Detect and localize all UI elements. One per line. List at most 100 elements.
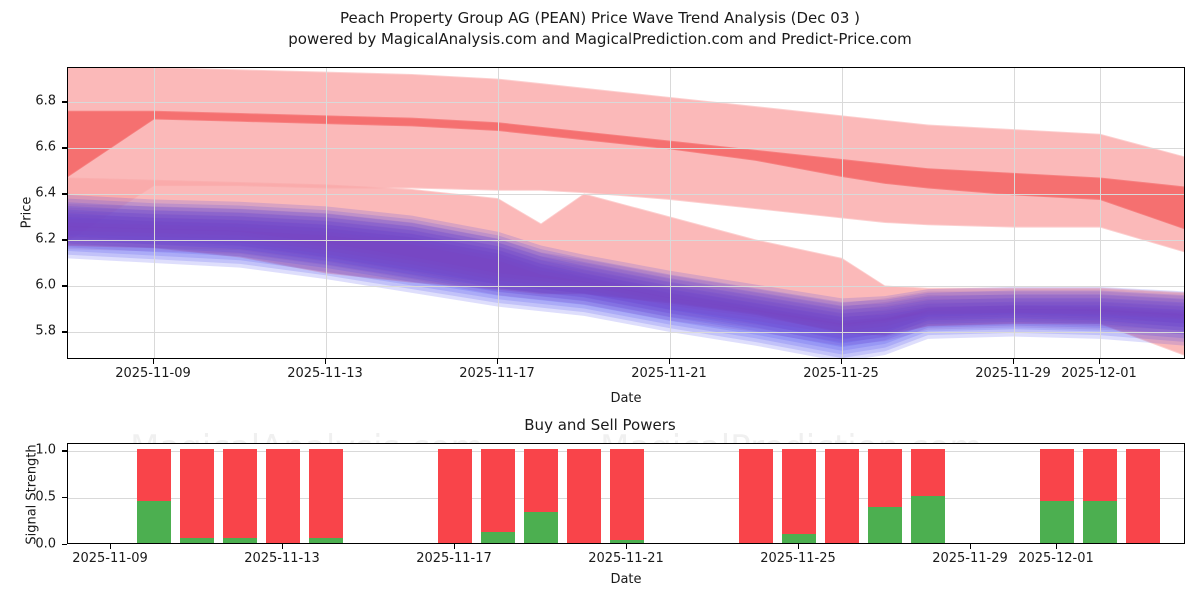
sell-power-segment [782, 449, 816, 534]
sell-power-segment [825, 449, 859, 543]
signal-y-tick-label: 0.0 [35, 536, 56, 552]
price-x-tick-label: 2025-11-21 [631, 366, 707, 381]
buy-power-segment [1083, 500, 1117, 543]
sell-power-segment [911, 449, 945, 497]
signal-bar [137, 449, 171, 543]
wave-band-3 [68, 213, 1184, 344]
sell-power-segment [481, 449, 515, 532]
price-x-tick-label: 2025-11-17 [459, 366, 535, 381]
gridline [498, 68, 499, 358]
buy-power-segment [868, 507, 902, 543]
gridline [68, 148, 1184, 150]
tick-mark [1056, 544, 1058, 549]
sell-power-segment [1083, 449, 1117, 501]
gridline [1014, 68, 1015, 358]
sell-power-segment [868, 449, 902, 508]
signal-y-tick-label: 1.0 [35, 442, 56, 458]
buy-power-segment [1040, 500, 1074, 543]
tick-mark [153, 359, 155, 364]
price-chart-plot-area [67, 67, 1185, 359]
signal-x-tick-label: 2025-11-25 [760, 551, 836, 566]
wave-band-2 [68, 177, 1184, 356]
gridline [154, 68, 155, 358]
price-y-tick-label: 6.2 [35, 231, 56, 247]
tick-mark [669, 359, 671, 364]
buy-power-segment [481, 531, 515, 543]
signal-x-tick-label: 2025-11-21 [588, 551, 664, 566]
signal-x-tick-label: 2025-11-17 [416, 551, 492, 566]
tick-mark [798, 544, 800, 549]
signal-chart-plot-area [67, 443, 1185, 544]
signal-bar [911, 449, 945, 543]
signal-bar [825, 449, 859, 543]
signal-x-tick-label: 2025-11-29 [932, 551, 1008, 566]
sell-power-segment [223, 449, 257, 539]
tick-mark [1099, 359, 1101, 364]
signal-chart-title: Buy and Sell Powers [524, 416, 676, 434]
buy-power-segment [524, 512, 558, 543]
signal-bar [481, 449, 515, 543]
wave-band-0 [68, 68, 1184, 253]
buy-power-segment [911, 496, 945, 543]
sell-power-segment [524, 449, 558, 513]
signal-bar [1040, 449, 1074, 543]
tick-mark [62, 450, 67, 452]
tick-mark [970, 544, 972, 549]
tick-mark [110, 544, 112, 549]
buy-power-segment [137, 500, 171, 543]
gridline [68, 240, 1184, 242]
signal-bar [567, 449, 601, 543]
gridline [68, 286, 1184, 288]
buy-power-segment [610, 540, 644, 543]
buy-power-segment [180, 538, 214, 543]
sell-power-segment [438, 449, 472, 543]
signal-bar [223, 449, 257, 543]
gridline [326, 68, 327, 358]
title-line-2: powered by MagicalAnalysis.com and Magic… [288, 30, 912, 48]
sell-power-segment [309, 449, 343, 539]
gridline [68, 194, 1184, 196]
price-x-tick-label: 2025-11-29 [975, 366, 1051, 381]
price-y-tick-label: 6.4 [35, 185, 56, 201]
signal-bar [180, 449, 214, 543]
wave-band-3 [68, 198, 1184, 358]
price-y-axis-label: Price [19, 196, 35, 229]
signal-x-tick-label: 2025-12-01 [1018, 551, 1094, 566]
price-y-tick-label: 6.6 [35, 139, 56, 155]
wave-band-4 [68, 218, 1184, 332]
signal-bar [1126, 449, 1160, 543]
signal-bar [739, 449, 773, 543]
gridline [68, 102, 1184, 104]
signal-bar [309, 449, 343, 543]
wave-band-4 [68, 204, 1184, 346]
tick-mark [1013, 359, 1015, 364]
wave-band-4 [68, 222, 1184, 328]
signal-x-tick-label: 2025-11-13 [244, 551, 320, 566]
price-wave-bands [68, 68, 1184, 358]
signal-bar [868, 449, 902, 543]
sell-power-segment [567, 449, 601, 543]
signal-x-axis-label: Date [610, 572, 642, 587]
sell-power-segment [180, 449, 214, 539]
price-y-tick-label: 6.0 [35, 277, 56, 293]
tick-mark [454, 544, 456, 549]
gridline [670, 68, 671, 358]
signal-bar [266, 449, 300, 543]
tick-mark [62, 544, 67, 546]
title-line-1: Peach Property Group AG (PEAN) Price Wav… [339, 9, 861, 27]
price-y-tick-label: 5.8 [35, 323, 56, 339]
wave-band-4 [68, 215, 1184, 335]
gridline [842, 68, 843, 358]
signal-bar [524, 449, 558, 543]
price-y-tick-label: 6.8 [35, 93, 56, 109]
signal-bar [610, 449, 644, 543]
wave-band-3 [68, 209, 1184, 348]
price-x-tick-label: 2025-11-13 [287, 366, 363, 381]
buy-power-segment [309, 538, 343, 543]
signal-y-tick-label: 0.5 [35, 489, 56, 505]
tick-mark [62, 101, 67, 103]
gridline [68, 332, 1184, 334]
tick-mark [62, 193, 67, 195]
tick-mark [62, 147, 67, 149]
